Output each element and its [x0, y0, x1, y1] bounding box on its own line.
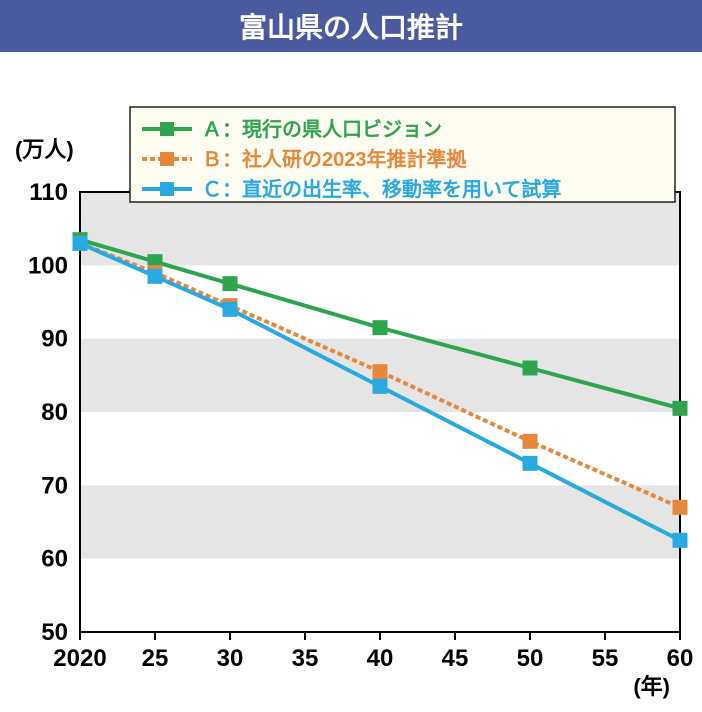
y-tick-label: 110 — [29, 179, 68, 206]
series-marker-c — [148, 269, 162, 283]
x-tick-label: 45 — [442, 645, 469, 672]
x-tick-label: 30 — [217, 645, 244, 672]
x-tick-label: 55 — [592, 645, 619, 672]
legend-marker-b — [160, 152, 174, 166]
series-marker-c — [223, 302, 237, 316]
x-tick-label: 2020 — [53, 645, 106, 672]
grid-band — [80, 412, 680, 485]
grid-band — [80, 192, 680, 265]
x-tick-label: 50 — [517, 645, 544, 672]
series-marker-c — [673, 533, 687, 547]
series-marker-a — [373, 321, 387, 335]
y-tick-label: 50 — [41, 619, 68, 646]
series-marker-c — [373, 379, 387, 393]
legend-label-a: Ａ：現行の県人口ビジョン — [202, 117, 442, 141]
x-tick-label: 60 — [667, 645, 694, 672]
series-marker-c — [523, 456, 537, 470]
y-tick-label: 60 — [41, 546, 68, 573]
y-tick-label: 90 — [41, 326, 68, 353]
x-tick-label: 40 — [367, 645, 394, 672]
series-marker-a — [673, 401, 687, 415]
legend-label-c: Ｃ：直近の出生率、移動率を用いて試算 — [202, 177, 561, 201]
line-chart: 50 60 70 80 90 100 110 (万人) 2020 25 30 35 40 45 50 55 60… — [0, 52, 702, 712]
grid-band — [80, 559, 680, 632]
series-marker-b — [673, 500, 687, 514]
legend-label-b: Ｂ：社人研の2023年推計準拠 — [202, 147, 467, 171]
x-axis-unit: (年) — [633, 674, 670, 699]
x-tick-label: 25 — [142, 645, 169, 672]
series-marker-a — [523, 361, 537, 375]
y-tick-label: 70 — [41, 472, 68, 499]
legend-marker-a — [160, 122, 174, 136]
series-marker-a — [223, 277, 237, 291]
chart-area: 50 60 70 80 90 100 110 (万人) 2020 25 30 35 40 45 50 55 60… — [0, 52, 702, 702]
chart-title: 富山県の人口推計 — [0, 0, 702, 52]
y-tick-label: 100 — [28, 252, 68, 279]
y-tick-label: 80 — [41, 399, 68, 426]
series-marker-b — [373, 365, 387, 379]
x-tick-label: 35 — [292, 645, 319, 672]
series-marker-b — [523, 434, 537, 448]
legend-marker-c — [160, 182, 174, 196]
y-axis-unit: (万人) — [15, 137, 74, 162]
series-marker-c — [73, 236, 87, 250]
